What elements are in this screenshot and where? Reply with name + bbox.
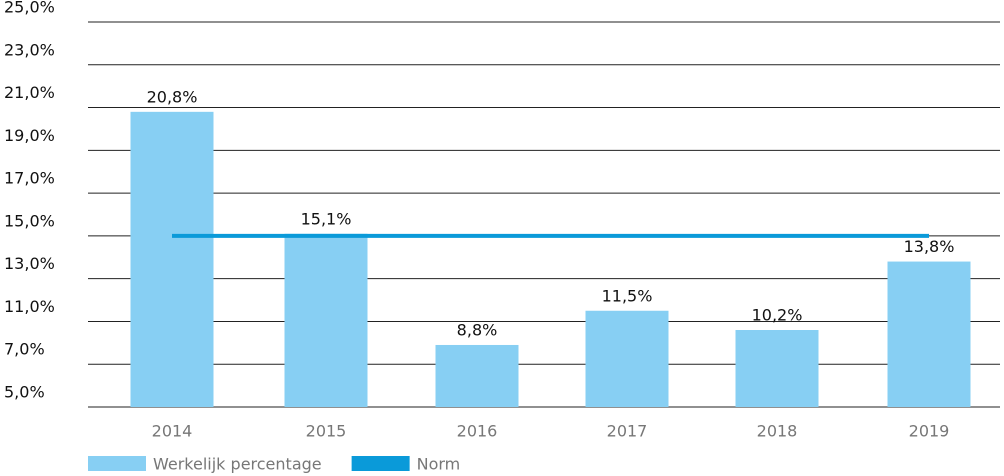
bar [585,310,669,407]
data-label: 11,5% [602,286,653,305]
x-tick-label: 2019 [909,422,950,441]
data-label: 10,2% [752,306,803,325]
x-tick-label: 2016 [457,422,498,441]
bar [887,261,971,407]
bar [735,330,819,407]
bar [435,344,519,407]
y-tick-label: 25,0% [4,0,55,17]
x-tick-label: 2017 [607,422,648,441]
x-tick-label: 2018 [757,422,798,441]
legend-swatch [88,456,146,471]
y-tick-label: 19,0% [4,126,55,145]
bar [284,233,368,407]
x-tick-label: 2014 [152,422,193,441]
legend-label: Werkelijk percentage [153,455,322,474]
y-tick-label: 17,0% [4,169,55,188]
y-tick-label: 5,0% [4,383,45,402]
legend-label: Norm [417,455,461,474]
y-tick-label: 11,0% [4,297,55,316]
data-label: 13,8% [904,237,955,256]
y-tick-label: 7,0% [4,340,45,359]
bar [130,111,214,407]
data-label: 8,8% [457,320,498,339]
legend-swatch [351,456,410,471]
x-tick-label: 2015 [306,422,347,441]
data-label: 15,1% [301,209,352,228]
y-tick-label: 15,0% [4,211,55,230]
y-tick-label: 21,0% [4,83,55,102]
y-tick-label: 13,0% [4,254,55,273]
y-tick-label: 23,0% [4,40,55,59]
data-label: 20,8% [147,87,198,106]
